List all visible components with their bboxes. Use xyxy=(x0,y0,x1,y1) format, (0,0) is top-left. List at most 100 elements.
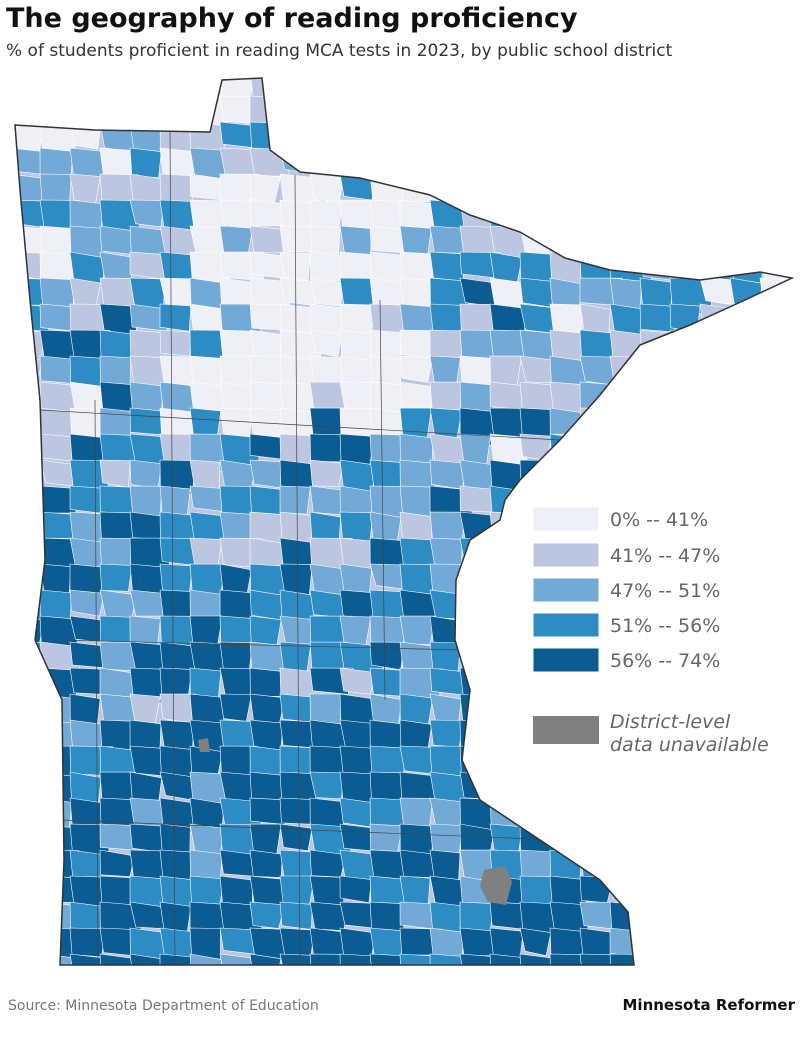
district xyxy=(15,719,43,758)
district xyxy=(309,849,346,878)
district xyxy=(219,693,252,722)
district xyxy=(15,78,54,100)
district xyxy=(669,147,709,180)
district xyxy=(639,147,681,183)
district xyxy=(609,121,646,150)
district xyxy=(69,953,107,965)
district xyxy=(339,797,374,828)
district xyxy=(249,849,283,878)
district xyxy=(789,78,792,104)
district xyxy=(309,251,345,282)
district xyxy=(669,407,712,440)
district xyxy=(15,407,45,436)
district xyxy=(669,225,704,262)
district xyxy=(669,329,705,359)
district xyxy=(639,797,673,827)
district xyxy=(519,225,554,254)
district xyxy=(429,927,465,959)
district xyxy=(249,953,282,965)
district xyxy=(549,78,590,100)
district xyxy=(489,615,532,646)
district xyxy=(729,225,771,253)
district xyxy=(789,667,792,707)
district xyxy=(789,797,792,825)
district xyxy=(519,771,563,806)
district xyxy=(249,173,281,203)
district xyxy=(609,667,653,697)
district xyxy=(639,355,673,392)
district xyxy=(759,537,792,566)
subtitle: % of students proficient in reading MCA … xyxy=(6,41,673,61)
district xyxy=(279,95,312,126)
district xyxy=(519,147,554,176)
district xyxy=(609,199,653,229)
district xyxy=(699,329,744,362)
district xyxy=(669,901,707,932)
district xyxy=(69,121,101,150)
district xyxy=(729,199,766,231)
legend-swatch xyxy=(532,612,600,638)
district xyxy=(459,173,496,212)
county-line xyxy=(59,639,461,651)
district xyxy=(759,615,792,649)
district xyxy=(699,355,740,388)
district xyxy=(39,589,72,622)
district xyxy=(69,589,105,617)
district xyxy=(789,823,792,854)
district xyxy=(249,719,284,751)
district xyxy=(729,693,763,730)
district xyxy=(15,459,44,489)
district xyxy=(339,875,372,904)
district xyxy=(579,199,616,228)
district xyxy=(519,78,560,108)
district xyxy=(399,95,432,127)
district xyxy=(99,459,131,488)
district xyxy=(519,173,564,211)
district xyxy=(789,407,792,445)
district xyxy=(369,121,405,159)
district xyxy=(759,355,792,383)
district xyxy=(729,511,766,541)
district xyxy=(729,667,763,704)
district xyxy=(639,173,679,206)
district xyxy=(609,407,650,439)
district xyxy=(759,199,792,230)
legend-label: 0% -- 41% xyxy=(610,509,708,531)
district xyxy=(669,121,709,158)
district xyxy=(699,95,740,133)
district xyxy=(639,225,681,265)
district xyxy=(699,927,735,965)
district xyxy=(789,745,792,781)
district xyxy=(789,381,792,418)
district xyxy=(609,225,652,261)
district xyxy=(639,823,678,862)
district xyxy=(639,459,683,489)
district xyxy=(309,147,343,175)
district xyxy=(579,407,620,436)
district xyxy=(579,433,624,464)
district xyxy=(699,667,741,699)
district xyxy=(759,459,792,495)
district xyxy=(15,199,46,228)
district xyxy=(699,225,734,264)
district xyxy=(759,667,792,707)
district xyxy=(579,823,624,852)
district xyxy=(729,537,765,565)
district xyxy=(69,615,105,643)
district xyxy=(129,823,166,853)
county-line xyxy=(379,299,386,701)
district xyxy=(579,849,614,880)
district xyxy=(759,797,792,827)
district xyxy=(639,849,682,887)
district xyxy=(789,95,792,125)
district xyxy=(429,953,465,965)
district xyxy=(789,173,792,202)
legend-swatch-unavailable xyxy=(533,716,599,744)
district xyxy=(429,95,464,126)
district xyxy=(39,78,81,103)
district xyxy=(489,563,521,595)
district xyxy=(789,303,792,341)
district xyxy=(279,823,313,852)
